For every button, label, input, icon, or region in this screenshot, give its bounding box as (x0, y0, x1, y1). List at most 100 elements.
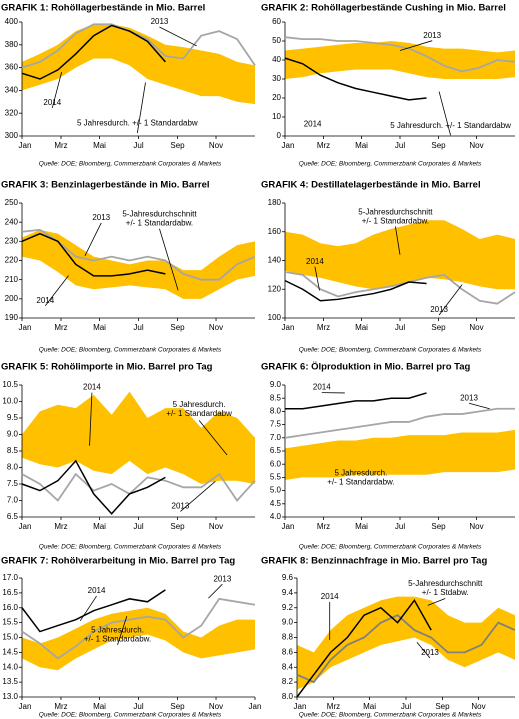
series-label: 2014 (304, 120, 322, 129)
band-label: 5 Jahresdurch. +/- 1 Standardabw (77, 119, 198, 128)
y-tick-label: 60 (272, 17, 281, 26)
x-tick-label: Jan (19, 702, 32, 711)
band-label: +/- 1 Standardabw (166, 409, 232, 418)
y-tick-label: 180 (268, 198, 282, 207)
series-line (284, 407, 515, 439)
range-band (297, 596, 515, 690)
annotation-arrow (438, 91, 451, 136)
band-label: +/- 1 Standardabw. (84, 634, 151, 643)
x-tick-label: Nov (471, 702, 485, 711)
annotation-arrow (84, 222, 102, 257)
chart-title: GRAFIK 8: Benzinnachfrage in Mio. Barrel… (261, 556, 487, 567)
y-tick-label: 9.4 (282, 588, 294, 597)
annotation-arrow (51, 72, 62, 109)
y-tick-label: 9.0 (7, 430, 19, 439)
x-tick-label: Jan (294, 702, 307, 711)
band-label: 5 Jahresdurch. (334, 469, 387, 478)
y-tick-label: 8.5 (270, 393, 282, 402)
series-label: 2014 (83, 383, 101, 392)
x-tick-label: Mai (355, 323, 368, 332)
y-tick-label: 9.2 (282, 603, 294, 612)
y-tick-label: 190 (5, 313, 19, 322)
band-label: 5-Jahresdurchschnitt (408, 579, 483, 588)
source-note: Quelle: DOE; Bloomberg, Commerzbank Corp… (39, 712, 222, 719)
x-tick-label: Jan (19, 141, 32, 150)
y-tick-label: 10.0 (2, 397, 18, 406)
y-tick-label: 20 (272, 93, 281, 102)
x-tick-label: Sep (170, 702, 185, 711)
y-tick-label: 200 (5, 294, 19, 303)
x-tick-label: Mai (93, 522, 106, 531)
series-line (284, 279, 427, 302)
annotation-arrow (416, 642, 431, 659)
series-line (21, 472, 256, 502)
series-label: 2013 (421, 648, 439, 657)
x-tick-label: Jan (282, 323, 295, 332)
x-tick-label: Jan (282, 141, 295, 150)
y-tick-label: 210 (5, 275, 19, 284)
x-tick-label: Jul (395, 323, 405, 332)
x-tick-label: Mrz (54, 522, 67, 531)
x-tick-label: Nov (469, 141, 483, 150)
x-tick-label: Sep (170, 141, 185, 150)
y-tick-label: 17.0 (2, 573, 18, 582)
annotation-arrow (159, 228, 179, 291)
series-line (21, 597, 256, 660)
y-tick-label: 8.0 (7, 463, 19, 472)
y-tick-label: 15.0 (2, 633, 18, 642)
band-label: 5-Jahresdurchschnitt (122, 210, 197, 219)
source-note: Quelle: DOE; Bloomberg, Commerzbank Corp… (39, 347, 222, 354)
x-tick-label: Sep (435, 702, 450, 711)
annotation-arrow (136, 82, 146, 134)
chart-title: GRAFIK 6: Ölproduktion in Mio. Barrel pr… (261, 362, 471, 373)
y-tick-label: 160 (268, 227, 282, 236)
band-label: +/- 1 Standardabw. (126, 219, 193, 228)
source-note: Quelle: DOE; Bloomberg, Commerzbank Corp… (299, 544, 482, 551)
x-tick-label: Jan (19, 323, 32, 332)
source-note: Quelle: DOE; Bloomberg, Commerzbank Corp… (299, 161, 482, 168)
y-tick-label: 6.0 (270, 459, 282, 468)
range-band (22, 229, 255, 299)
annotation-arrow (399, 40, 433, 51)
series-label: 2013 (430, 305, 448, 314)
band-label: +/- 1 Stdabw. (422, 588, 469, 597)
series-label: 2014 (306, 257, 324, 266)
series-label: 2013 (213, 574, 231, 583)
y-tick-label: 8.0 (270, 407, 282, 416)
series-line (21, 23, 256, 69)
series-label: 2014 (43, 98, 61, 107)
y-tick-label: 16.0 (2, 603, 18, 612)
y-tick-label: 7.0 (270, 433, 282, 442)
source-note: Quelle: DOE; Bloomberg, Commerzbank Corp… (39, 544, 222, 551)
series-line (296, 614, 516, 684)
chart-title: GRAFIK 2: Rohöllagerbestände Cushing in … (261, 3, 506, 14)
x-tick-label: Mrz (317, 323, 330, 332)
x-tick-label: Nov (209, 141, 223, 150)
x-tick-label: Mai (93, 323, 106, 332)
y-tick-label: 5.0 (270, 486, 282, 495)
y-tick-label: 400 (5, 17, 19, 26)
y-tick-label: 10.5 (2, 380, 18, 389)
y-tick-label: 6.5 (7, 512, 19, 521)
band-label: 5-Jahresdurchschnitt (358, 207, 433, 216)
annotation-arrow (89, 392, 93, 446)
y-tick-label: 4.5 (270, 499, 282, 508)
series-line (21, 232, 166, 277)
x-tick-label: Mrz (54, 141, 67, 150)
y-tick-label: 140 (268, 256, 282, 265)
y-tick-label: 250 (5, 198, 19, 207)
y-tick-label: 14.0 (2, 662, 18, 671)
y-tick-label: 8.5 (7, 446, 19, 455)
series-line (284, 57, 427, 101)
series-label: 2013 (423, 31, 441, 40)
y-tick-label: 340 (5, 86, 19, 95)
y-tick-label: 9.0 (282, 618, 294, 627)
annotation-arrow (79, 595, 97, 622)
series-line (21, 459, 166, 515)
x-tick-label: Sep (431, 522, 446, 531)
y-tick-label: 7.5 (7, 479, 19, 488)
y-tick-label: 120 (268, 284, 282, 293)
x-tick-label: Mrz (327, 702, 340, 711)
